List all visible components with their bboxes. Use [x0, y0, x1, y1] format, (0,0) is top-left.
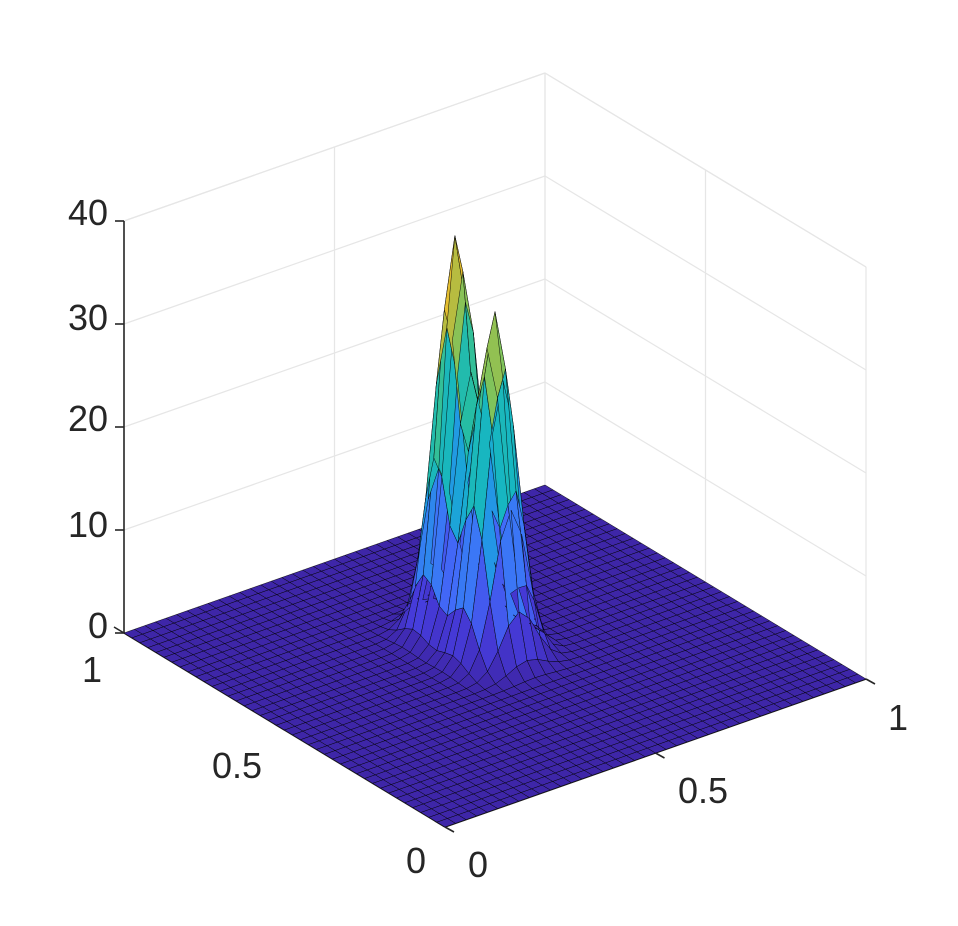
- z-tick-label-0: 0: [88, 605, 108, 646]
- x-tick-mark: [655, 752, 665, 759]
- y-tick-label-0: 0: [406, 840, 426, 881]
- x-tick-mark: [865, 678, 876, 685]
- z-tick-label-10: 10: [68, 504, 108, 545]
- y-tick-label-0.5: 0.5: [212, 745, 262, 786]
- y-tick-label-1: 1: [82, 649, 102, 690]
- surface-mesh: [123, 235, 867, 828]
- z-tick-label-40: 40: [68, 192, 108, 233]
- box-top-edge: [123, 72, 546, 222]
- x-tick-label-1: 1: [888, 697, 908, 738]
- box-top-edge: [544, 72, 867, 268]
- z-tick-label-30: 30: [68, 297, 108, 338]
- x-tick-label-0.5: 0.5: [678, 770, 728, 811]
- y-tick-mark: [113, 626, 125, 634]
- x-tick-mark: [444, 826, 455, 833]
- surface-face: [847, 673, 867, 683]
- x-tick-label-0: 0: [468, 844, 488, 885]
- z-tick-label-20: 20: [68, 398, 108, 439]
